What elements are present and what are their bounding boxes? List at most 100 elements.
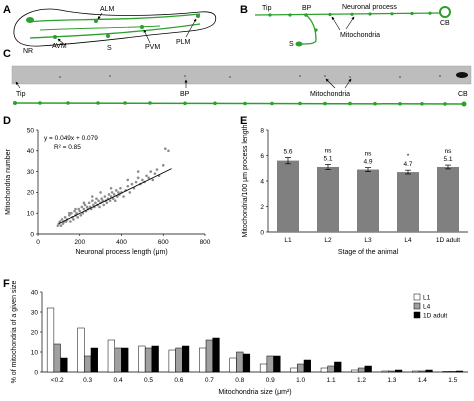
d-data-point — [58, 220, 62, 223]
f-bar-l1 — [320, 367, 328, 373]
d-data-point — [109, 186, 113, 190]
e-value-label: 5.6 — [283, 148, 292, 155]
e-significance-label: ns — [365, 151, 373, 158]
process-mitochondria — [268, 11, 432, 32]
panel-b-letter: B — [240, 4, 248, 16]
d-data-point — [164, 147, 167, 151]
f-legend-label: L1 — [423, 295, 431, 302]
d-data-point — [76, 216, 79, 219]
d-fit-line — [58, 168, 172, 225]
d-data-point — [119, 186, 122, 190]
arrow-c-mito-1 — [325, 78, 336, 89]
f-bar-1d-adult — [121, 347, 129, 373]
f-bar-l1 — [259, 363, 268, 373]
f-bar-1d-adult — [455, 370, 464, 373]
f-bar-1d-adult — [212, 337, 220, 373]
d-y-axis-label: Mitochondria number — [5, 148, 12, 214]
d-data-point — [114, 189, 118, 192]
d-data-point — [128, 191, 132, 194]
d-data-point — [78, 209, 82, 213]
micrograph-strip — [12, 66, 471, 84]
d-data-point — [109, 195, 113, 198]
f-y-tick-label: 0 — [34, 369, 38, 376]
d-data-point — [87, 201, 91, 205]
d-data-point — [74, 207, 77, 211]
panel-c: C Tip BP Mitochondria CB — [3, 48, 472, 107]
micrograph-cb — [456, 72, 468, 78]
d-data-point — [69, 220, 72, 223]
d-data-point — [90, 199, 94, 203]
pvm-soma — [140, 25, 144, 29]
d-data-point — [151, 178, 155, 182]
e-value-label: 5.1 — [443, 156, 452, 163]
panel-f-letter: F — [3, 278, 10, 290]
f-bar-1d-adult — [242, 353, 251, 373]
d-data-point — [61, 222, 65, 225]
nerve-ring-mark — [26, 17, 34, 23]
e-bar — [437, 166, 459, 232]
label-s: S — [107, 45, 112, 52]
label-c-bp: BP — [180, 91, 190, 98]
f-y-tick-label: 10 — [31, 349, 39, 356]
d-data-point — [97, 199, 100, 203]
d-data-point — [101, 199, 105, 203]
d-data-point — [63, 216, 67, 219]
d-data-point — [161, 164, 165, 167]
e-x-tick-label: L1 — [284, 237, 292, 244]
f-x-tick-label: 1.4 — [418, 377, 427, 384]
d-data-point — [147, 176, 150, 180]
d-data-point — [77, 207, 81, 211]
f-legend-swatch — [413, 302, 421, 310]
f-bar-l4 — [418, 370, 426, 373]
d-x-tick-label: 800 — [200, 239, 211, 246]
d-data-point — [79, 213, 83, 217]
panel-d-letter: D — [3, 115, 11, 127]
f-bar-l1 — [290, 367, 298, 373]
arrow-c-tip — [15, 81, 21, 89]
panel-e: E 024685.6L15.1nsL24.9nsL34.7*L45.1ns1D … — [240, 115, 468, 256]
panel-a: A ALM NR AVM S PVM PLM — [3, 4, 217, 55]
f-bar-1d-adult — [60, 357, 68, 373]
f-legend-label: L4 — [423, 304, 431, 311]
f-bar-1d-adult — [90, 347, 98, 373]
e-x-tick-label: 1D adult — [436, 237, 460, 244]
f-bar-l4 — [175, 347, 183, 373]
worm-body-outline — [13, 8, 217, 47]
d-data-point — [136, 176, 140, 180]
avm-soma — [53, 35, 57, 39]
f-bar-l1 — [199, 347, 207, 373]
d-data-point — [111, 197, 115, 200]
scatter-plot: 0 200 400 600 800 0 10 20 30 40 50 y = 0.049x + 0.0… — [5, 127, 211, 256]
d-data-point — [68, 211, 71, 215]
d-data-point — [108, 199, 112, 203]
d-y-tick-label: 50 — [27, 127, 35, 134]
f-bar-1d-adult — [425, 369, 433, 373]
f-x-tick-label: 0.8 — [235, 377, 244, 384]
d-y-tick-label: 30 — [27, 169, 35, 176]
worm-neuron-track — [27, 13, 201, 39]
label-nr: NR — [23, 48, 33, 55]
arrow-b-mito-2 — [331, 16, 341, 31]
d-data-point — [59, 224, 63, 227]
arrow-avm — [57, 38, 66, 46]
d-data-point — [82, 207, 86, 211]
e-bar — [357, 169, 379, 232]
d-data-point — [126, 178, 130, 182]
f-bar-l1 — [381, 370, 389, 373]
d-data-point — [134, 180, 138, 184]
d-data-point — [149, 170, 153, 173]
d-data-point — [103, 195, 107, 198]
label-c-cb: CB — [458, 91, 468, 98]
arrow-alm — [97, 12, 103, 20]
e-y-tick-label: 4 — [260, 178, 264, 185]
f-bar-l4 — [84, 355, 92, 373]
panel-f: F 0 10 20 30 40 <0.2 0.3 0.4 0.5 0.6 0.7 0.8 0.9 1.0 1… — [3, 278, 468, 396]
f-x-tick-label: 0.3 — [83, 377, 92, 384]
d-data-point — [99, 191, 102, 194]
d-data-point — [94, 201, 97, 205]
label-b-s: S — [289, 41, 294, 48]
f-legend-swatch — [413, 311, 421, 319]
d-data-point — [68, 213, 71, 217]
d-x-tick-label: 400 — [116, 239, 127, 246]
